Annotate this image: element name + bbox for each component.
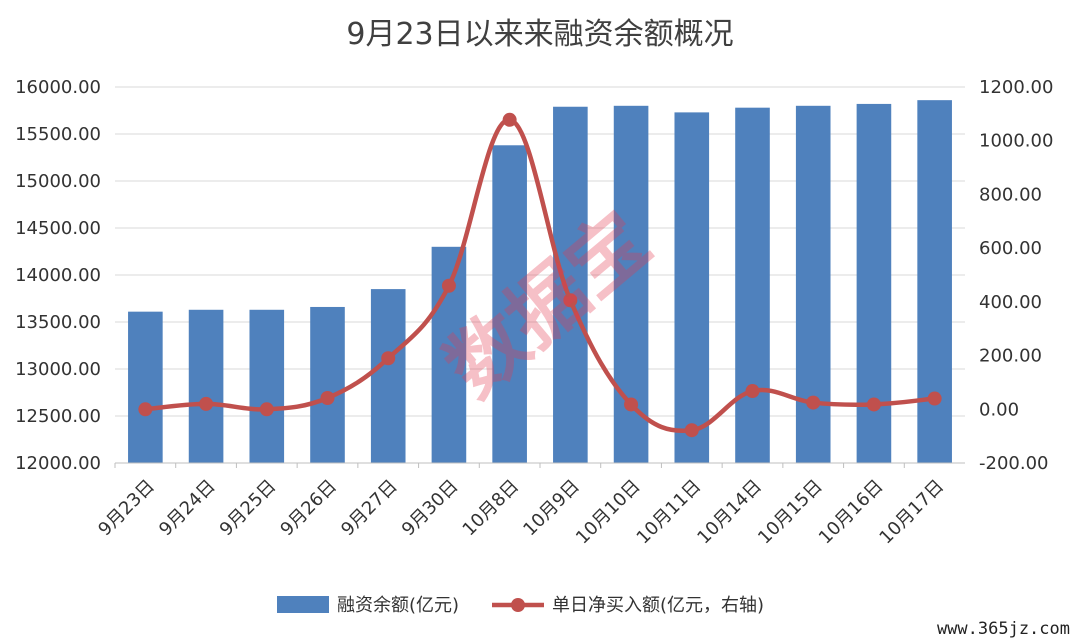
line-point xyxy=(866,397,881,412)
line-point xyxy=(259,402,274,417)
bar xyxy=(310,306,345,463)
bar xyxy=(128,311,163,463)
chart-title: 9月23日以来来融资余额概况 xyxy=(346,17,733,52)
y-left-tick-label: 12500.00 xyxy=(15,406,101,427)
y-left-tick-label: 12000.00 xyxy=(15,453,101,474)
y-right-tick-label: 800.00 xyxy=(979,184,1042,205)
y-right-tick-label: -200.00 xyxy=(979,453,1048,474)
bar xyxy=(735,107,770,464)
x-tick-label: 10月17日 xyxy=(875,476,948,549)
legend-bar-swatch xyxy=(277,596,329,613)
legend-bar-label: 融资余额(亿元) xyxy=(337,595,459,616)
x-tick-label: 9月24日 xyxy=(155,476,220,541)
bar xyxy=(674,112,710,463)
bar xyxy=(188,309,224,463)
y-right-tick-label: 1200.00 xyxy=(979,77,1053,98)
y-right-tick-label: 600.00 xyxy=(979,238,1042,259)
y-left-tick-label: 15000.00 xyxy=(15,171,101,192)
legend: 融资余额(亿元) 单日净买入额(亿元，右轴) xyxy=(277,595,764,616)
line-point xyxy=(745,384,760,399)
x-tick-label: 10月16日 xyxy=(815,476,888,549)
y-right-tick-label: 400.00 xyxy=(979,292,1042,313)
x-tick-label: 9月27日 xyxy=(337,476,402,541)
bar xyxy=(249,309,285,463)
line-point xyxy=(199,396,214,411)
line-point xyxy=(806,395,821,410)
legend-line-label: 单日净买入额(亿元，右轴) xyxy=(552,595,764,616)
bar xyxy=(553,106,588,464)
line-point xyxy=(563,293,578,308)
y-left-tick-label: 16000.00 xyxy=(15,77,101,98)
line-series-path xyxy=(145,117,935,434)
bar xyxy=(492,145,527,463)
line-point xyxy=(684,423,699,438)
bar xyxy=(917,100,952,463)
y-right-tick-label: 200.00 xyxy=(979,346,1042,367)
line-point xyxy=(927,391,942,406)
y-right-tick-label: 1000.00 xyxy=(979,131,1053,152)
line-point xyxy=(381,351,396,366)
legend-line-marker xyxy=(511,598,525,612)
line-point xyxy=(441,278,456,293)
line-point xyxy=(320,391,335,406)
y-left-tick-label: 13000.00 xyxy=(15,359,101,380)
x-tick-label: 9月25日 xyxy=(216,476,281,541)
y-left-tick-label: 15500.00 xyxy=(15,124,101,145)
x-tick-label: 10月10日 xyxy=(572,476,645,549)
bar xyxy=(370,289,406,463)
x-tick-label: 10月8日 xyxy=(459,476,524,541)
y-left-tick-label: 14500.00 xyxy=(15,218,101,239)
x-tick-label: 10月14日 xyxy=(693,476,766,549)
line-point xyxy=(138,402,153,417)
x-tick-label: 10月15日 xyxy=(754,476,827,549)
x-tick-label: 9月26日 xyxy=(276,476,341,541)
line-layer xyxy=(138,112,942,438)
line-point xyxy=(502,112,517,127)
x-tick-label: 9月30日 xyxy=(398,476,463,541)
line-point xyxy=(624,397,639,412)
y-left-tick-label: 13500.00 xyxy=(15,312,101,333)
source-text: www.365jz.com xyxy=(937,619,1070,639)
y-left-tick-label: 14000.00 xyxy=(15,265,101,286)
x-tick-label: 9月23日 xyxy=(94,476,159,541)
y-right-tick-label: 0.00 xyxy=(979,399,1019,420)
x-tick-label: 10月11日 xyxy=(633,476,706,549)
